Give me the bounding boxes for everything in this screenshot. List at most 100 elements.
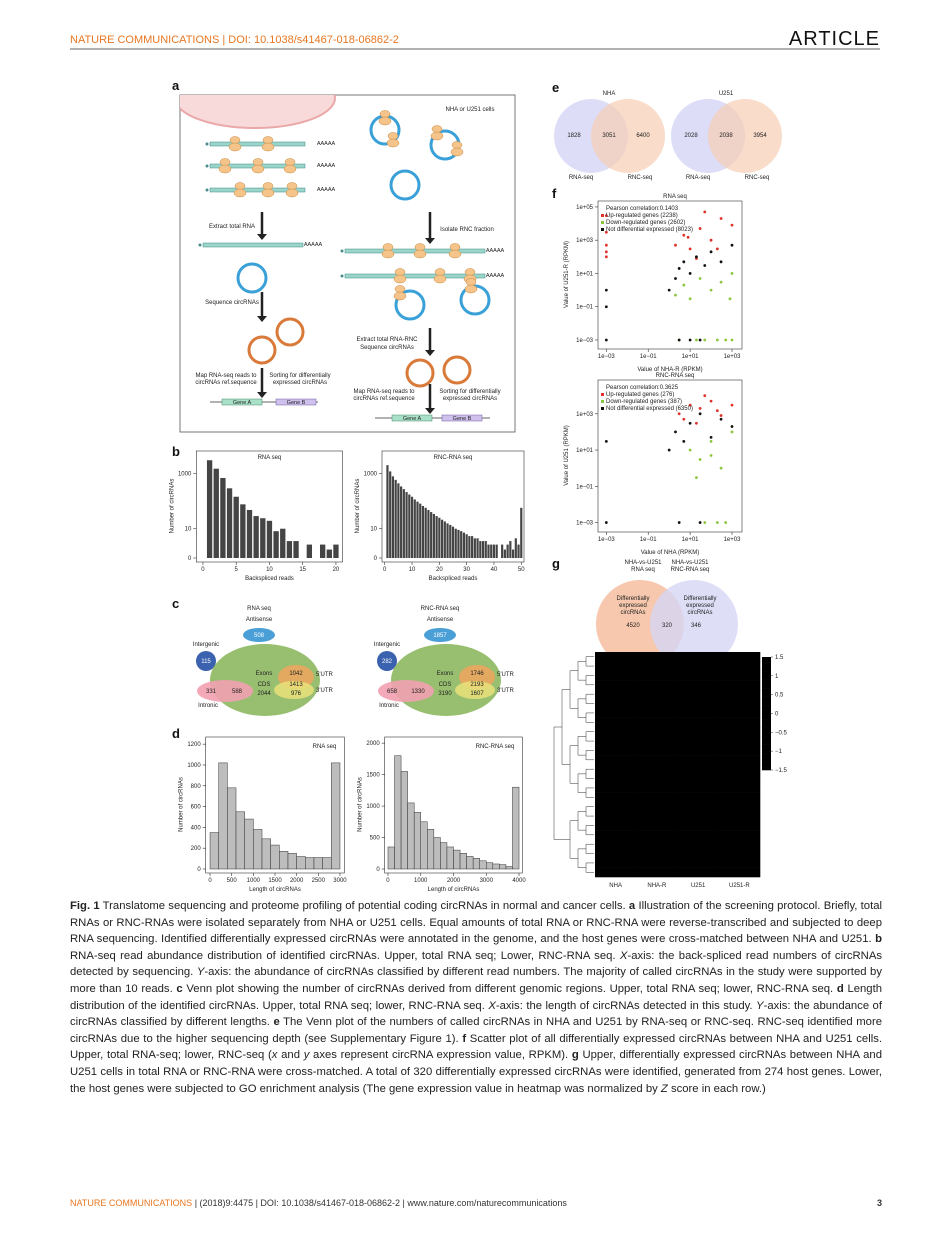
column-label: U251: [691, 883, 706, 889]
mrna: [344, 273, 486, 279]
colorbar-step: [762, 668, 771, 672]
heat-cell: [595, 745, 637, 756]
legend-swatch: [601, 214, 604, 217]
y-tick-label: 0: [374, 556, 378, 562]
circrna: [405, 358, 435, 388]
heat-cell: [677, 839, 720, 850]
plot-frame: [597, 200, 743, 350]
point: [688, 338, 692, 342]
heat-cell: [677, 811, 720, 822]
heat-cell: [595, 858, 637, 868]
bar: [503, 549, 506, 558]
x-tick-label: 1500: [268, 878, 282, 884]
bar: [400, 486, 403, 558]
utr3: [455, 681, 495, 699]
ribosome: [233, 188, 247, 198]
dendrogram: [585, 787, 594, 798]
heat-cell: [677, 652, 720, 662]
bar: [432, 513, 435, 558]
colorbar-step: [762, 710, 771, 714]
bar: [420, 821, 428, 870]
chart-title: RNA seq: [313, 744, 337, 750]
point: [709, 435, 713, 439]
heat-cell: [595, 867, 637, 878]
point: [709, 399, 713, 403]
point: [688, 448, 692, 452]
dendrogram: [585, 768, 594, 779]
heat-cell: [595, 848, 637, 859]
venn-count: 1607: [470, 691, 484, 697]
bar: [462, 532, 466, 558]
caption-run: c: [176, 982, 183, 995]
bar: [471, 536, 474, 558]
label: NHA-vs-U251: [624, 560, 662, 566]
x-tick-label: 15: [299, 567, 306, 573]
bar: [517, 544, 520, 558]
venn-count: 3190: [438, 691, 452, 697]
heat-cell: [595, 830, 637, 840]
label: RNC-RNA seq: [671, 567, 710, 573]
ribosome: [251, 164, 265, 174]
caption-run: -axis: the back-spliced read numbers of …: [70, 949, 883, 979]
ribosome: [449, 243, 461, 251]
heat-cell: [677, 783, 720, 793]
point: [688, 272, 692, 275]
x-tick-label: 1e+01: [682, 537, 700, 543]
heat-cell: [595, 773, 637, 784]
colorbar-step: [762, 730, 771, 734]
colorbar-step: [762, 690, 771, 695]
y-axis-label: Number of circRNAs: [169, 479, 175, 534]
x-tick-label: 10: [409, 567, 416, 573]
antisense: [243, 628, 275, 642]
dendrogram: [577, 773, 586, 793]
y-tick-label: 0: [188, 556, 192, 562]
venn-count: 115: [201, 659, 211, 665]
caption-run: Illustration of the screening protocol. …: [70, 900, 883, 946]
point: [709, 288, 713, 292]
bar: [206, 460, 213, 558]
bar: [472, 858, 480, 870]
bar: [468, 536, 471, 558]
circrna: [394, 289, 426, 321]
x-axis-label: Backspliced reads: [429, 576, 478, 582]
ribosome: [379, 110, 391, 118]
heat-cell: [718, 745, 761, 756]
heat-cell: [718, 708, 761, 718]
x-tick-label: 1000: [414, 878, 428, 884]
point: [695, 421, 698, 425]
bar: [443, 521, 446, 558]
legend-label: Down-regulated genes (387): [606, 399, 682, 405]
ribosome: [451, 141, 463, 149]
heat-cell: [636, 858, 678, 868]
point: [677, 267, 681, 270]
bar: [235, 811, 245, 870]
bar: [260, 518, 266, 558]
circrna: [389, 169, 421, 201]
label: Intergenic: [193, 642, 219, 648]
y-tick-label: 1000: [366, 804, 380, 810]
label: Extract total RNA-RNC: [356, 337, 418, 343]
bar: [416, 501, 419, 558]
label: AAAAA: [486, 248, 505, 254]
article-type: ARTICLE: [789, 28, 880, 50]
point: [695, 255, 698, 259]
gene: [275, 398, 317, 406]
heat-cell: [677, 792, 720, 803]
label: Intronic: [198, 703, 218, 709]
venn-count: 3051: [602, 133, 616, 139]
label: Sorting for differentially: [439, 389, 500, 395]
x-axis-label: Value of NHA (RPKM): [641, 550, 700, 556]
colorbar-step: [762, 724, 771, 728]
point: [719, 414, 723, 417]
point: [674, 243, 677, 247]
label: expressed: [686, 603, 714, 609]
caption-run: score in each row.): [667, 1082, 766, 1095]
dendrogram: [569, 670, 578, 709]
bar: [427, 509, 430, 558]
label: Isolate RNC fraction: [440, 227, 494, 233]
caption-run: g: [571, 1049, 579, 1062]
cap: [205, 164, 209, 168]
caption-run: y: [303, 1049, 310, 1062]
heat-cell: [677, 708, 720, 718]
point: [674, 293, 677, 297]
